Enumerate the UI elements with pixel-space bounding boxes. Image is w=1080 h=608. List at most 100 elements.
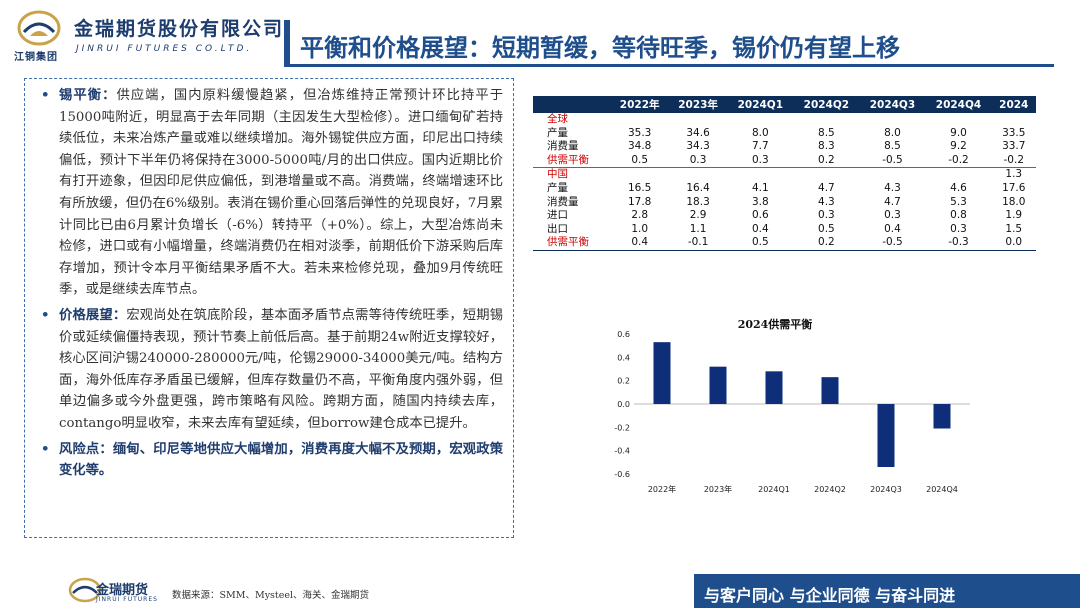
table-cell: 7.7 <box>751 140 769 153</box>
column-header: 2024 <box>991 96 1036 113</box>
table-cell: 4.7 <box>884 195 901 208</box>
table-cell: 0.3 <box>818 209 835 222</box>
table-cell: 8.5 <box>884 140 901 153</box>
footer: 金瑞期货 JINRUI FUTURES 数据来源：SMM、Mysteel、海关、… <box>0 574 1080 608</box>
x-tick-label: 2024Q2 <box>814 485 846 494</box>
table-cell: 0.5 <box>727 236 794 251</box>
table-cell: 2.8 <box>631 209 649 222</box>
column-header: 2023年 <box>668 96 728 113</box>
table-cell: -0.3 <box>925 236 992 251</box>
table-cell: 5.3 <box>950 195 967 208</box>
table-cell: 4.6 <box>950 181 967 194</box>
table-cell: 9.0 <box>950 126 967 139</box>
column-header: 2022年 <box>610 96 669 113</box>
table-cell: 1.1 <box>689 222 707 235</box>
chart-title: 2024供需平衡 <box>738 317 813 331</box>
column-header: 2024Q3 <box>859 96 926 113</box>
footer-company-name-en: JINRUI FUTURES <box>96 596 158 603</box>
table-row: 产量 16.5 16.4 4.1 4.7 4.3 4.6 17.6 <box>533 182 1036 196</box>
x-tick-label: 2022年 <box>648 484 676 494</box>
bullet-heading: 价格展望： <box>59 307 127 323</box>
table-cell: 34.8 <box>627 140 652 153</box>
y-tick-label: -0.4 <box>614 447 630 456</box>
table-cell <box>793 167 860 182</box>
table-cell: 0.8 <box>950 209 967 222</box>
table-cell: 3.8 <box>751 195 769 208</box>
table-cell: 0.3 <box>884 209 901 222</box>
table-cell: 1.3 <box>991 167 1036 182</box>
table-body: 全球 产量 35.3 34.6 8.0 8.5 8.0 9.0 33.5 消费量 34.8 34.3 7… <box>533 113 1036 251</box>
table-row: 供需平衡 0.5 0.3 0.3 0.2 -0.5 -0.2 -0.2 <box>533 154 1036 168</box>
table-cell: 0.5 <box>631 153 649 166</box>
x-tick-label: 2024Q3 <box>870 485 902 494</box>
bar-1 <box>709 366 727 404</box>
table-cell <box>610 167 669 182</box>
table-row: 产量 35.3 34.6 8.0 8.5 8.0 9.0 33.5 <box>533 127 1036 141</box>
row-label: 供需平衡 <box>547 153 589 166</box>
y-tick-label: -0.6 <box>614 470 630 479</box>
slogan-text: 与客户同心 与企业同德 与奋斗同进 <box>704 586 956 605</box>
table-cell: 4.3 <box>818 195 835 208</box>
table-row: 消费量 17.8 18.3 3.8 4.3 4.7 5.3 18.0 <box>533 196 1036 210</box>
table-cell: 16.5 <box>627 181 652 194</box>
table-cell: -0.5 <box>882 153 903 166</box>
table-cell <box>925 113 991 127</box>
company-logo: 江铜集团 金瑞期货股份有限公司 JINRUI FUTURES CO.LTD. <box>8 6 282 63</box>
table-cell: 4.1 <box>751 181 769 194</box>
table-cell: 0.3 <box>751 153 769 166</box>
bar-3 <box>821 377 839 404</box>
table-cell: 34.6 <box>686 126 710 139</box>
table-cell <box>727 167 794 182</box>
row-label: 消费量 <box>547 195 579 208</box>
row-label: 全球 <box>547 113 568 125</box>
row-label: 出口 <box>547 222 568 235</box>
table-cell <box>859 167 926 182</box>
table-cell: 0.0 <box>991 236 1036 251</box>
balance-table: 2022年 2023年 2024Q1 2024Q2 2024Q3 2024Q4 … <box>533 96 1036 251</box>
table-cell: 18.3 <box>686 195 710 208</box>
page-title: 平衡和价格展望：短期暂缓，等待旺季，锡价仍有望上移 <box>300 34 900 62</box>
column-header <box>533 96 611 113</box>
y-tick-label: -0.2 <box>614 423 630 432</box>
table-cell: 0.6 <box>751 209 769 222</box>
table-cell: 18.0 <box>1002 195 1026 208</box>
bullet-heading: 锡平衡： <box>59 88 117 103</box>
column-header: 2024Q2 <box>793 96 860 113</box>
x-tick-label: 2023年 <box>704 484 732 494</box>
table-cell <box>727 113 793 127</box>
table-cell: 0.5 <box>818 222 835 235</box>
slogan-banner <box>694 574 1080 608</box>
y-tick-label: 0.2 <box>617 377 630 386</box>
bullet-tin-balance: • 锡平衡：供应端，国内原料缓慢趋紧，但冶炼维持正常预计环比持平于15000吨附… <box>37 85 503 301</box>
table-cell <box>669 113 727 127</box>
table-row: 消费量 34.8 34.3 7.7 8.3 8.5 9.2 33.7 <box>533 140 1036 154</box>
table-cell: 16.4 <box>686 181 710 194</box>
table-header-row: 2022年 2023年 2024Q1 2024Q2 2024Q3 2024Q4 … <box>533 96 1036 113</box>
bullet-body: 供应端，国内原料缓慢趋紧，但冶炼维持正常预计环比持平于15000吨附近，明显高于… <box>59 88 504 298</box>
table-cell: 17.6 <box>1002 181 1026 194</box>
table-cell: 8.0 <box>751 126 769 139</box>
table-cell: 33.5 <box>1002 126 1026 139</box>
table-row: 供需平衡 0.4 -0.1 0.5 0.2 -0.5 -0.3 0.0 <box>533 236 1036 251</box>
row-label: 消费量 <box>547 140 579 153</box>
y-tick-label: 0.0 <box>617 400 630 409</box>
table-cell: -0.2 <box>948 153 969 166</box>
table-cell <box>668 167 728 182</box>
table-row: 出口 1.0 1.1 0.4 0.5 0.4 0.3 1.5 <box>533 223 1036 237</box>
company-name: 金瑞期货股份有限公司 <box>74 18 285 40</box>
table-cell: 9.2 <box>950 140 967 153</box>
table-cell: 0.3 <box>689 153 707 166</box>
row-label: 产量 <box>547 181 568 194</box>
bullet-risk-points: • 风险点：缅甸、印尼等地供应大幅增加，消费再度大幅不及预期，宏观政策变化等。 <box>37 439 503 482</box>
table-cell <box>925 167 992 182</box>
row-label: 中国 <box>533 167 611 182</box>
x-tick-label: 2024Q4 <box>926 485 958 494</box>
bar-0 <box>653 342 671 404</box>
column-header: 2024Q4 <box>925 96 992 113</box>
bullet-dot: • <box>41 88 50 103</box>
table-cell <box>859 113 925 127</box>
table-cell: 1.0 <box>631 222 649 235</box>
column-header: 2024Q1 <box>727 96 794 113</box>
bullet-heading: 风险点： <box>59 441 113 457</box>
table-cell: 0.3 <box>950 222 967 235</box>
